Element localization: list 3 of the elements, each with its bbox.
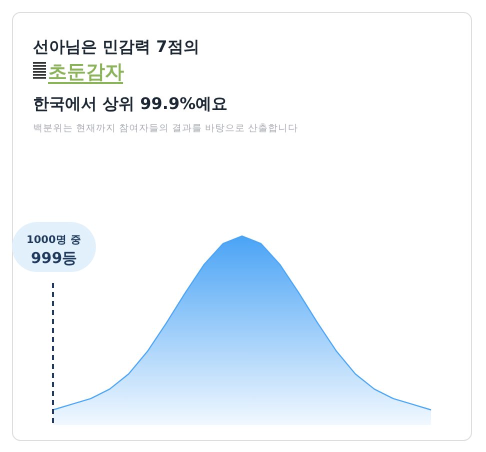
annotation: 1000명 중 999등 [26, 234, 82, 267]
chart-subtitle: 백분위는 현재까지 참여자들의 결과를 바탕으로 산출합니다 [33, 123, 298, 134]
chart-title: 선아님은 민감력 7점의 초둔감자 한국에서 상위 99.9%예요 [33, 37, 228, 113]
